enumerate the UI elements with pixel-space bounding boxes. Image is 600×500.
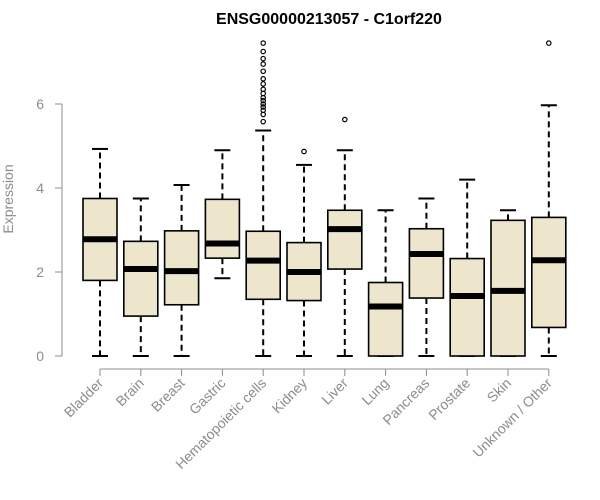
outlier-point (260, 61, 267, 67)
box-iqr (367, 281, 404, 357)
x-tick-label: Bladder (61, 375, 107, 421)
chart-title: ENSG00000213057 - C1orf220 (216, 11, 442, 28)
y-axis-label: Expression (0, 164, 16, 233)
outlier-point (260, 81, 267, 87)
box-group (490, 209, 526, 357)
x-tick-label: Liver (318, 375, 351, 408)
box-iqr (123, 240, 159, 317)
outlier-point (260, 101, 267, 107)
y-axis: 0 2 4 6 (36, 96, 63, 364)
box-iqr (163, 230, 200, 306)
outlier-point (260, 118, 267, 125)
box-iqr (449, 257, 486, 357)
box-iqr (204, 198, 241, 259)
outlier-point (301, 148, 307, 155)
box-group (408, 197, 445, 357)
outlier-point (260, 97, 267, 104)
x-tick-label: Skin (484, 375, 515, 406)
outlier-point (260, 68, 267, 75)
box-group (286, 148, 322, 357)
box-group (163, 184, 200, 357)
y-tick-label: 0 (36, 348, 44, 364)
box-group (245, 40, 281, 357)
box-group (367, 209, 404, 357)
x-tick-label: Breast (148, 375, 188, 415)
y-tick-label: 4 (36, 180, 44, 196)
box-group (82, 147, 118, 357)
y-tick-label: 6 (36, 96, 44, 112)
outlier-point (260, 48, 267, 55)
box-group (326, 116, 363, 357)
outlier-point (260, 76, 267, 82)
outlier-point (260, 104, 267, 110)
box-series (82, 40, 567, 357)
outlier-point (341, 116, 348, 123)
x-tick-label: Kidney (269, 375, 311, 417)
box-group (449, 178, 486, 357)
box-iqr (408, 227, 445, 299)
y-tick-label: 2 (36, 264, 44, 280)
box-group (204, 149, 241, 280)
outlier-point (545, 40, 552, 46)
box-iqr (245, 230, 281, 301)
outlier-point (260, 55, 267, 62)
box-iqr (530, 216, 567, 329)
outlier-point (260, 107, 267, 114)
x-tick-label: Prostate (425, 375, 473, 423)
box-group (123, 197, 159, 357)
outlier-point (260, 86, 267, 93)
x-tick-label: Lung (358, 375, 391, 408)
x-tick-label: Brain (112, 375, 146, 409)
outlier-point (260, 40, 267, 46)
box-iqr (326, 209, 363, 270)
box-group (530, 40, 567, 357)
